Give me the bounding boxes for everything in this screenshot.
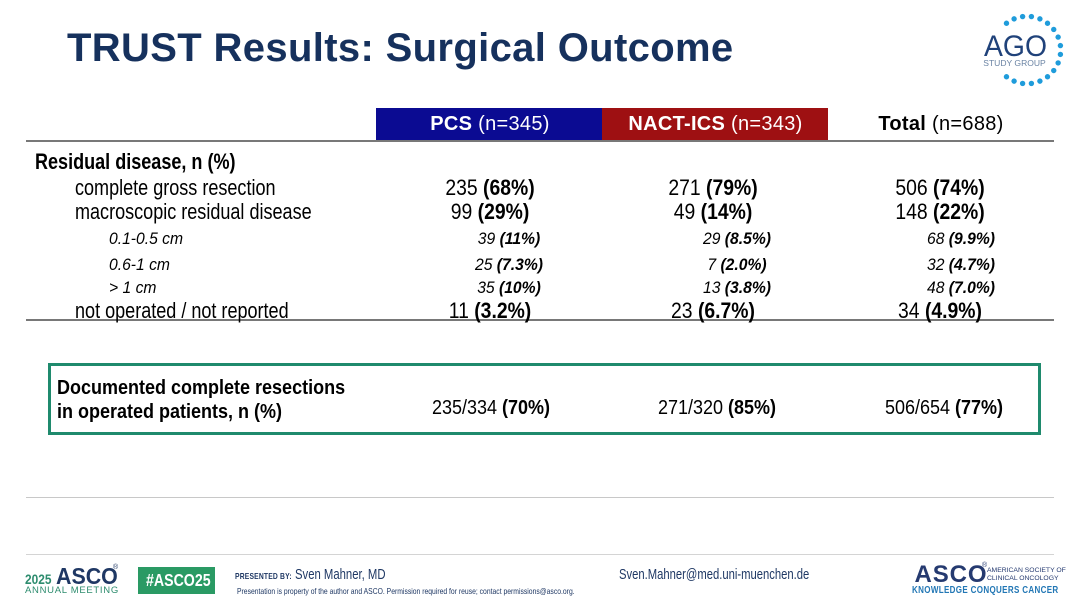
svg-text:STUDY GROUP: STUDY GROUP bbox=[983, 58, 1046, 68]
svg-text:AGO: AGO bbox=[984, 30, 1047, 63]
